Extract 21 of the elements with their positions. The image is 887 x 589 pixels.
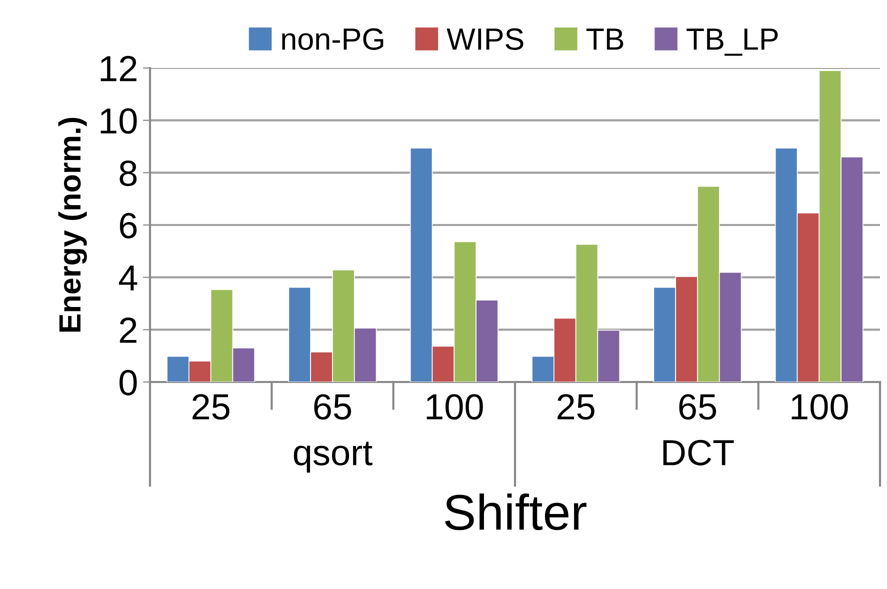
legend-label: TB bbox=[586, 28, 624, 50]
x-tick-label: 100 bbox=[426, 394, 483, 420]
x-tick-label: 65 bbox=[314, 394, 352, 420]
x-tick-label: 100 bbox=[792, 394, 848, 420]
y-axis-title: Energy (norm.) bbox=[58, 118, 87, 332]
y-tick-label: 2 bbox=[120, 318, 136, 343]
y-tick-label: 8 bbox=[120, 160, 137, 186]
legend-label: TB_LP bbox=[686, 28, 778, 56]
x-tick-label: 65 bbox=[679, 394, 716, 420]
x-tick-label: 25 bbox=[192, 394, 230, 420]
legend-label: WIPS bbox=[446, 28, 524, 50]
y-tick-label: 0 bbox=[120, 370, 137, 396]
text: DCT bbox=[663, 440, 734, 466]
y-tick-label: 4 bbox=[118, 266, 138, 290]
y-tick-label: 6 bbox=[120, 212, 137, 238]
text: qsort bbox=[294, 442, 372, 473]
legend-label: non-PG bbox=[282, 28, 384, 50]
x-tick-label: 25 bbox=[558, 394, 594, 420]
y-tick-label: 12 bbox=[100, 56, 136, 82]
y-tick-label: 10 bbox=[100, 108, 137, 134]
x-axis-title: Shifter bbox=[445, 493, 586, 530]
